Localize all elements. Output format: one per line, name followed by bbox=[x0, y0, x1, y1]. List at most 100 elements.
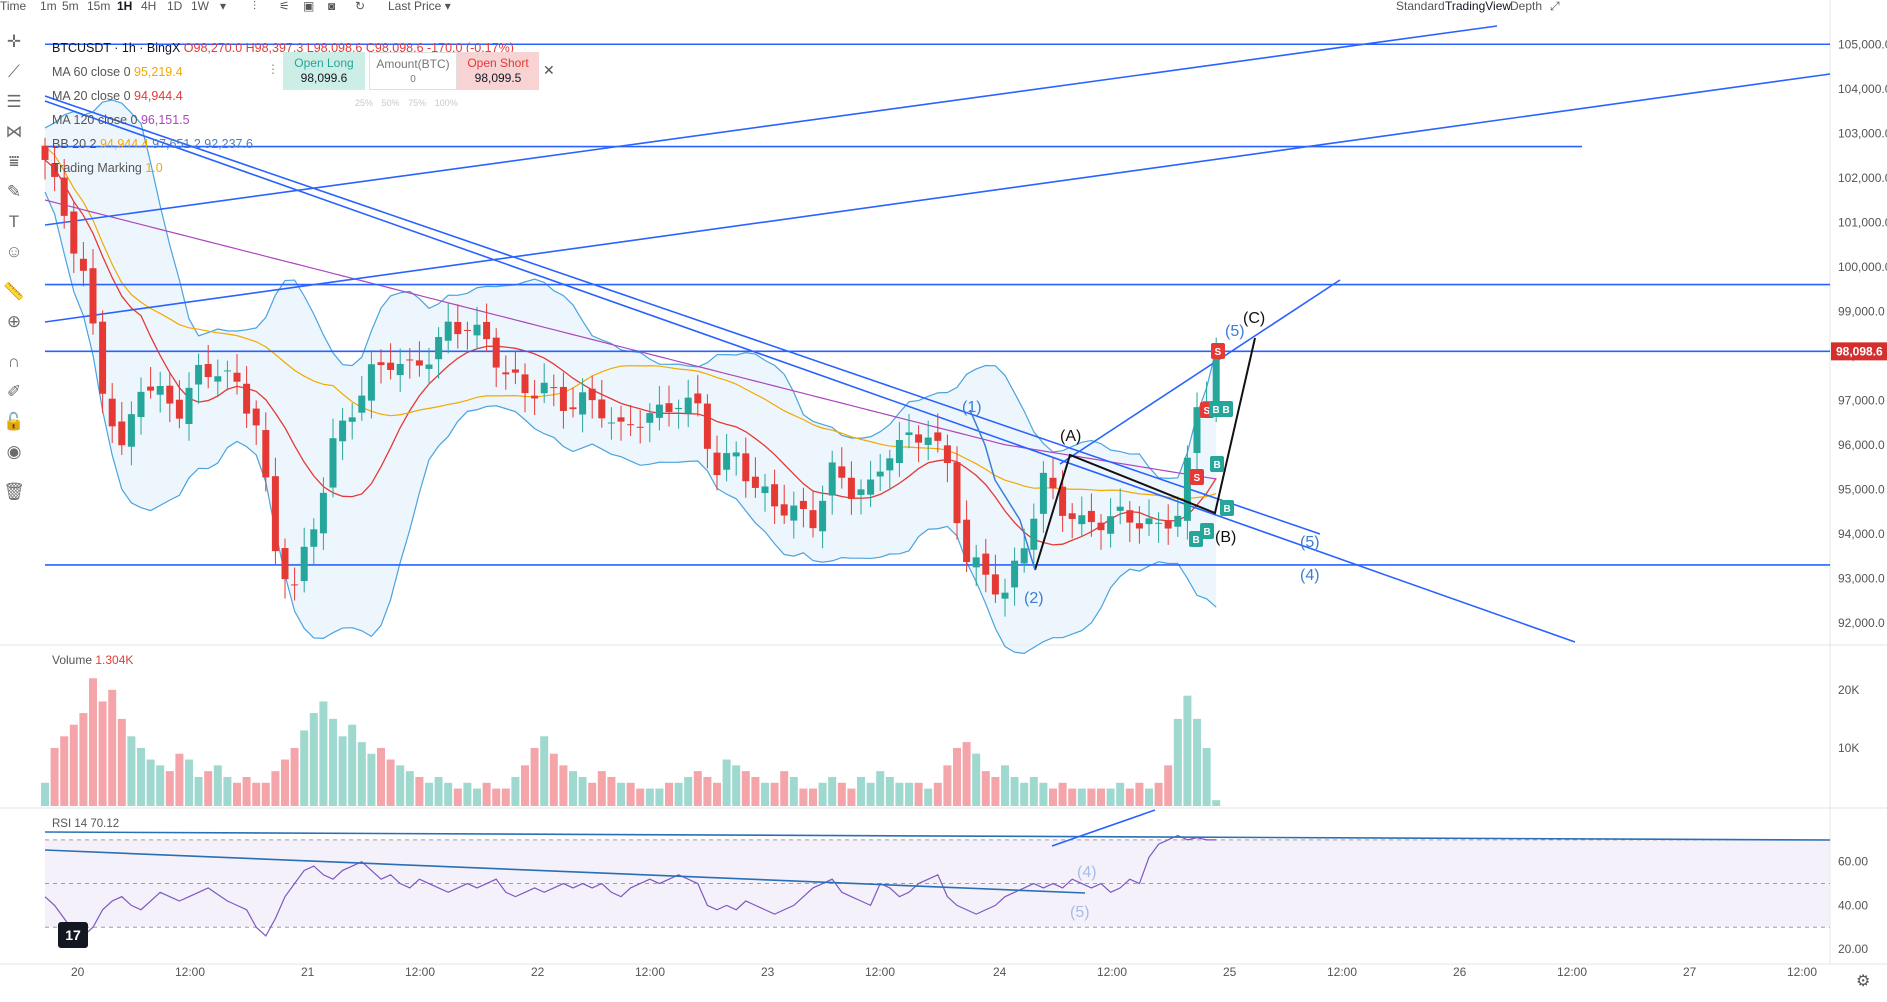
volume-bar bbox=[377, 747, 385, 806]
ma20-row[interactable]: MA 20 close 0 94,944.4 bbox=[52, 84, 514, 108]
emoji-icon[interactable]: ☺ bbox=[5, 242, 23, 261]
price-source-select[interactable]: Last Price ▾ bbox=[388, 0, 451, 13]
open-long-button[interactable]: Open Long 98,099.6 bbox=[283, 52, 365, 90]
candle-body bbox=[1193, 407, 1201, 453]
volume-bar bbox=[329, 718, 337, 806]
interval-1h[interactable]: 1H bbox=[117, 0, 133, 13]
settings-icon[interactable]: ▣ bbox=[303, 0, 315, 13]
trash-icon[interactable]: 🗑 bbox=[3, 482, 25, 501]
candle-body bbox=[60, 177, 68, 216]
volume-bar bbox=[425, 782, 433, 806]
pct-50[interactable]: 50% bbox=[381, 98, 400, 108]
candle-body bbox=[1183, 457, 1191, 521]
indicators-icon[interactable]: ⚟ bbox=[279, 0, 290, 13]
pattern-icon[interactable]: ⋈ bbox=[5, 122, 23, 141]
candle-body bbox=[1020, 548, 1028, 564]
volume-bar bbox=[175, 753, 184, 806]
candle-body bbox=[1155, 522, 1163, 524]
volume-bar bbox=[386, 759, 395, 806]
interval-15m[interactable]: 15m bbox=[87, 0, 111, 13]
volume-bar bbox=[213, 765, 222, 806]
ma120-row[interactable]: MA 120 close 0 96,151.5 bbox=[52, 108, 514, 132]
ma120-label: MA 120 close 0 bbox=[52, 113, 138, 127]
chart-settings-icon[interactable]: ⚙ bbox=[1856, 973, 1871, 990]
fib-icon[interactable]: ⩸ bbox=[8, 152, 20, 171]
wave-label-blue: (2) bbox=[1024, 590, 1044, 607]
time-tick-label: 21 bbox=[301, 965, 315, 979]
candle-body bbox=[70, 211, 78, 254]
zoom-icon[interactable]: ⊕ bbox=[6, 312, 22, 331]
chart-type-icon[interactable]: ⫶ bbox=[253, 0, 257, 13]
candle-body bbox=[367, 364, 375, 401]
volume-tick-label: 20K bbox=[1838, 683, 1859, 697]
bb-row[interactable]: BB 20 2 94,944.4 97,651.2 92,237.6 bbox=[52, 132, 514, 156]
interval-1w[interactable]: 1W bbox=[191, 0, 209, 13]
magnet-icon[interactable]: ∩ bbox=[7, 352, 21, 371]
crosshair-icon[interactable]: ✛ bbox=[6, 32, 22, 51]
pct-25[interactable]: 25% bbox=[355, 98, 374, 108]
wave-label-blue: (5) bbox=[1300, 534, 1320, 551]
camera-icon[interactable]: ◙ bbox=[328, 0, 336, 13]
amount-field[interactable]: Amount(BTC) 0 bbox=[369, 52, 457, 90]
interval-1m[interactable]: 1m bbox=[40, 0, 57, 13]
lock-icon[interactable]: 🔓 bbox=[3, 412, 25, 431]
volume-bar bbox=[713, 782, 721, 806]
volume-bar bbox=[1173, 718, 1182, 806]
ma20-value: 94,944.4 bbox=[134, 89, 183, 103]
volume-bar bbox=[1068, 788, 1077, 806]
refresh-icon[interactable]: ↻ bbox=[355, 0, 366, 13]
ruler-icon[interactable]: 📏 bbox=[3, 282, 25, 301]
buy-marker bbox=[1200, 523, 1214, 539]
close-icon[interactable]: ✕ bbox=[543, 62, 555, 78]
open-long-label: Open Long bbox=[294, 56, 354, 70]
volume-bar bbox=[1183, 695, 1192, 806]
open-short-button[interactable]: Open Short 98,099.5 bbox=[457, 52, 539, 90]
interval-4h[interactable]: 4H bbox=[141, 0, 157, 13]
open-short-label: Open Short bbox=[467, 56, 529, 70]
volume-bar bbox=[1097, 788, 1105, 806]
percent-options: 25% 50% 75% 100% bbox=[355, 98, 458, 108]
pct-100[interactable]: 100% bbox=[434, 98, 458, 108]
candle-body bbox=[252, 408, 260, 426]
candle-body bbox=[41, 145, 49, 160]
interval-5m[interactable]: 5m bbox=[62, 0, 79, 13]
horizontal-lines-icon[interactable]: ☰ bbox=[6, 92, 22, 111]
wave-label-black: (B) bbox=[1215, 529, 1236, 546]
trendline-icon[interactable]: ⟋ bbox=[8, 62, 20, 81]
candle-body bbox=[617, 417, 625, 422]
volume-bar bbox=[137, 747, 145, 806]
symbol-name[interactable]: BTCUSDT · 1h · BingX bbox=[52, 41, 181, 55]
trading-marking-row[interactable]: Trading Marking 1.0 bbox=[52, 156, 514, 180]
view-tradingview[interactable]: TradingView bbox=[1445, 0, 1512, 13]
candle-body bbox=[684, 397, 692, 414]
candle-body bbox=[799, 500, 807, 510]
candle-body bbox=[1212, 351, 1220, 405]
interval-1d[interactable]: 1D bbox=[167, 0, 183, 13]
ma60-row[interactable]: MA 60 close 0 95,219.4 bbox=[52, 60, 514, 84]
price-tick-label: 105,000.0 bbox=[1838, 37, 1887, 51]
brush-icon[interactable]: ✎ bbox=[6, 182, 22, 201]
eye-icon[interactable]: ◉ bbox=[6, 442, 22, 461]
amount-value: 0 bbox=[410, 74, 416, 85]
volume-bar bbox=[933, 782, 942, 806]
buy-marker bbox=[1189, 531, 1203, 547]
volume-bar bbox=[1145, 788, 1153, 806]
lock-drawing-icon[interactable]: ✐ bbox=[6, 382, 22, 401]
price-tick-label: 97,000.0 bbox=[1838, 393, 1885, 407]
text-icon[interactable]: T bbox=[8, 212, 20, 231]
wave-label-black: (A) bbox=[1060, 428, 1081, 445]
volume-bar bbox=[50, 747, 59, 806]
volume-bar bbox=[127, 736, 136, 806]
time-tick-label: 22 bbox=[531, 965, 545, 979]
fullscreen-icon[interactable]: ⤢ bbox=[1550, 0, 1560, 13]
volume-value: 1.304K bbox=[95, 653, 134, 667]
view-standard[interactable]: Standard bbox=[1396, 0, 1445, 13]
view-depth[interactable]: Depth bbox=[1510, 0, 1543, 13]
pct-75[interactable]: 75% bbox=[408, 98, 427, 108]
interval-dropdown-icon[interactable]: ▾ bbox=[220, 0, 227, 13]
indicator-legend: BTCUSDT · 1h · BingX O98,270.0 H98,397.3… bbox=[52, 36, 514, 180]
volume-bar bbox=[693, 771, 702, 806]
volume-bar bbox=[1125, 788, 1134, 806]
